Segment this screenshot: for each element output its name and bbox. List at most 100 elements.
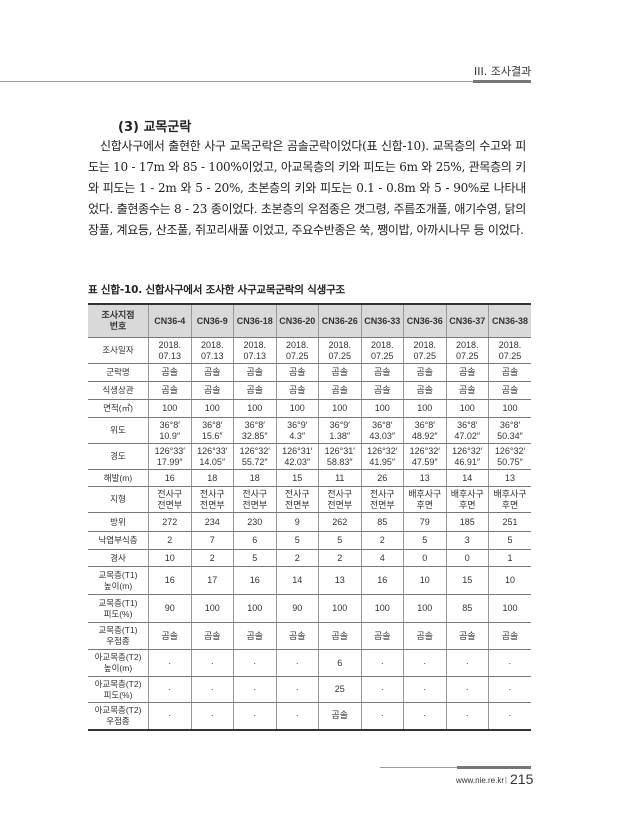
table-cell: 곰솔 — [190, 622, 234, 650]
table-cell: 곰솔 — [445, 622, 489, 650]
table-cell: 16 — [360, 566, 404, 595]
table-cell: 곰솔 — [318, 622, 361, 650]
row-label: 낙엽부식층 — [88, 531, 149, 550]
table-row: 경사 10 2 5 2 2 4 0 0 1 — [88, 549, 531, 567]
table-cell: 곰솔 — [233, 363, 276, 382]
table-cell: · — [445, 702, 489, 731]
table-cell: 230 — [233, 512, 276, 532]
table-row: 경도 126°33′ 17.99″ 126°33′ 14.05″ 126°32′ 55… — [88, 443, 531, 470]
section-title: (3) 교목군락 — [118, 120, 192, 135]
table-cell: 126°31′ 58.83″ — [318, 443, 361, 470]
table-cell: 36°8′ 15.6″ — [190, 417, 234, 444]
table-cell: 126°32′ 55.72″ — [233, 443, 276, 470]
table-cell: 13 — [488, 469, 531, 487]
table-cell: 126°33′ 17.99″ — [148, 443, 191, 470]
table-cell: 262 — [318, 512, 361, 532]
table-cell: 126°32′ 50.75″ — [488, 443, 531, 470]
table-cell: 100 — [148, 399, 191, 418]
table-cell: 배후사구 후면 — [403, 486, 446, 513]
table-cell: 곰솔 — [148, 381, 191, 400]
table-row: 방위 272 234 230 9 262 85 79 185 251 — [88, 512, 531, 532]
table-row: 면적(㎡) 100 100 100 100 100 100 100 100 100 — [88, 399, 531, 418]
table-cell: 15 — [445, 566, 489, 595]
row-label: 교목층(T1) 높이(m) — [88, 566, 149, 595]
table-cell: 곰솔 — [360, 622, 404, 650]
table-cell: 9 — [275, 512, 319, 532]
table-cell: 36°8′ 43.03″ — [360, 417, 404, 444]
table-cell: 2 — [190, 549, 234, 567]
table-cell: 곰솔 — [318, 363, 361, 382]
header-cell-site: CN36-38 — [488, 303, 531, 338]
table-cell: 배후사구 후면 — [488, 486, 531, 513]
table-cell: 2018. 07.25 — [445, 337, 489, 364]
table-cell: 13 — [318, 566, 361, 595]
table-cell: 100 — [233, 594, 276, 623]
table-cell: 100 — [318, 399, 361, 418]
table-cell: 전사구 전면부 — [190, 486, 234, 513]
table-cell: 100 — [190, 399, 234, 418]
table-cell: 10 — [488, 566, 531, 595]
table-cell: 곰솔 — [275, 363, 319, 382]
table-cell: 85 — [445, 594, 489, 623]
table-cell: 100 — [403, 594, 446, 623]
table-cell: · — [360, 649, 404, 677]
table-cell: 18 — [233, 469, 276, 487]
table-cell: 4 — [360, 549, 404, 567]
row-label: 조사일자 — [88, 337, 149, 364]
table-cell: 5 — [233, 549, 276, 567]
table-cell: 곰솔 — [488, 363, 531, 382]
table-cell: 5 — [275, 531, 319, 550]
row-label: 교목층(T1) 우점종 — [88, 622, 149, 650]
table-cell: 16 — [233, 566, 276, 595]
table-cell: 0 — [403, 549, 446, 567]
table-cell: 90 — [148, 594, 191, 623]
table-cell: 2018. 07.25 — [275, 337, 319, 364]
table-row: 아교목층(T2) 높이(m) · · · · 6 · · · · — [88, 649, 531, 677]
row-label: 군락명 — [88, 363, 149, 382]
table-cell: 곰솔 — [318, 702, 361, 731]
table-cell: 3 — [445, 531, 489, 550]
table-cell: 배후사구 후면 — [445, 486, 489, 513]
table-cell: 2018. 07.25 — [360, 337, 404, 364]
table-cell: 100 — [360, 594, 404, 623]
table-cell: 16 — [148, 469, 191, 487]
table-cell: 전사구 전면부 — [148, 486, 191, 513]
table-row: 위도 36°8′ 10.9″ 36°8′ 15.6″ 36°8′ 32.85″ 36°9… — [88, 417, 531, 444]
table-cell: 100 — [360, 399, 404, 418]
table-row: 지형 전사구 전면부 전사구 전면부 전사구 전면부 전사구 전면부 전사구 전면부 전사구… — [88, 486, 531, 513]
table-row: 해발(m) 16 18 18 15 11 26 13 14 13 — [88, 469, 531, 487]
table-cell: · — [403, 649, 446, 677]
page-number: 215 — [510, 771, 534, 787]
row-label: 경도 — [88, 443, 149, 470]
table-cell: 272 — [148, 512, 191, 532]
table-cell: 6 — [233, 531, 276, 550]
table-cell: · — [148, 676, 191, 703]
table-cell: 곰솔 — [190, 363, 234, 382]
table-row: 식생상관 곰솔 곰솔 곰솔 곰솔 곰솔 곰솔 곰솔 곰솔 곰솔 — [88, 381, 531, 400]
table-row: 교목층(T1) 피도(%) 90 100 100 90 100 100 100 85 100 — [88, 594, 531, 623]
table-cell: 곰솔 — [403, 363, 446, 382]
table-cell: 90 — [275, 594, 319, 623]
table-cell: 234 — [190, 512, 234, 532]
table-cell: 전사구 전면부 — [318, 486, 361, 513]
header-accent-bar — [473, 80, 531, 83]
table-cell: · — [488, 649, 531, 677]
table-cell: 5 — [403, 531, 446, 550]
header-rule — [0, 81, 473, 82]
table-cell: 11 — [318, 469, 361, 487]
table-cell: 126°32′ 46.91″ — [445, 443, 489, 470]
table-cell: 2018. 07.13 — [148, 337, 191, 364]
table-row: 교목층(T1) 우점종 곰솔 곰솔 곰솔 곰솔 곰솔 곰솔 곰솔 곰솔 곰솔 — [88, 622, 531, 650]
table-cell: 곰솔 — [360, 363, 404, 382]
table-cell: · — [403, 676, 446, 703]
table-cell: 100 — [488, 399, 531, 418]
header-cell-label: 조사지점 번호 — [88, 303, 149, 338]
table-cell: · — [233, 702, 276, 731]
table-cell: 2 — [275, 549, 319, 567]
table-cell: 6 — [318, 649, 361, 677]
table-cell: 1 — [488, 549, 531, 567]
table-cell: · — [360, 702, 404, 731]
header-cell-site: CN36-37 — [445, 303, 489, 338]
table-cell: · — [445, 676, 489, 703]
table-cell: · — [190, 676, 234, 703]
